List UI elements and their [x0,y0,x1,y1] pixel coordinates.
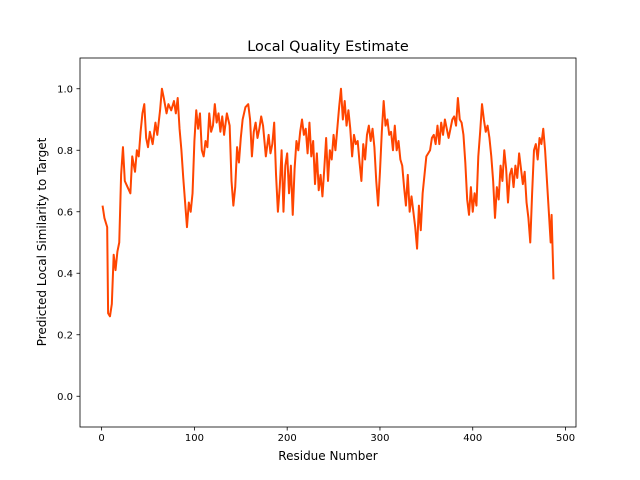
y-tick-label: 1.0 [57,84,73,95]
x-axis-label: Residue Number [278,449,377,463]
x-tick-label: 200 [278,433,297,444]
chart-title: Local Quality Estimate [247,39,409,55]
plot-frame [79,57,577,428]
y-axis-label: Predicted Local Similarity to Target [35,137,49,346]
y-tick-label: 0.6 [57,207,73,218]
x-tick-label: 100 [185,433,204,444]
y-tick-label: 0.0 [57,392,73,403]
x-tick-label: 300 [370,433,389,444]
x-tick-label: 500 [556,433,575,444]
data-line [101,87,555,318]
y-tick-label: 0.8 [57,146,73,157]
x-tick-label: 400 [463,433,482,444]
x-tick-label: 0 [98,433,104,444]
y-tick-label: 0.4 [57,269,73,280]
y-tick-label: 0.2 [57,330,73,341]
